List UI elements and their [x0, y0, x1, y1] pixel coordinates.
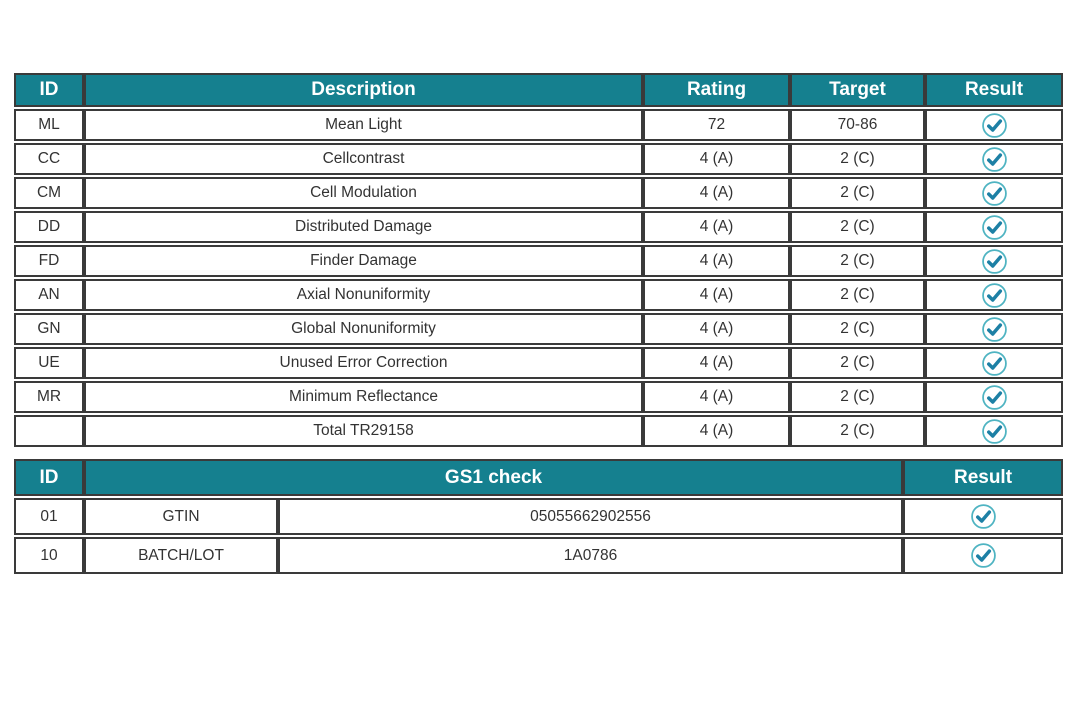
- check-circle-icon: [981, 350, 1007, 376]
- verification-header-row: ID Description Rating Target Result: [14, 73, 1063, 107]
- check-circle-icon: [981, 418, 1007, 444]
- cell-target: 2 (C): [790, 245, 925, 277]
- cell-rating: 4 (A): [643, 211, 790, 243]
- cell-result: [903, 537, 1064, 574]
- cell-id: MR: [14, 381, 84, 413]
- check-circle-icon: [981, 384, 1007, 410]
- header-result: Result: [903, 459, 1064, 496]
- check-circle-icon: [981, 146, 1007, 172]
- verification-table: ID Description Rating Target Result ML M…: [14, 71, 1063, 449]
- check-circle-icon: [981, 248, 1007, 274]
- table-row: AN Axial Nonuniformity 4 (A) 2 (C): [14, 279, 1063, 311]
- table-row: ML Mean Light 72 70-86: [14, 109, 1063, 141]
- check-circle-icon: [981, 316, 1007, 342]
- cell-description: Distributed Damage: [84, 211, 643, 243]
- table-row: MR Minimum Reflectance 4 (A) 2 (C): [14, 381, 1063, 413]
- cell-description: Axial Nonuniformity: [84, 279, 643, 311]
- table-row: 01 GTIN 05055662902556: [14, 498, 1064, 535]
- cell-id: 10: [14, 537, 84, 574]
- table-row: CM Cell Modulation 4 (A) 2 (C): [14, 177, 1063, 209]
- cell-result: [925, 313, 1063, 345]
- cell-rating: 4 (A): [643, 245, 790, 277]
- cell-value: 1A0786: [278, 537, 904, 574]
- cell-id: FD: [14, 245, 84, 277]
- gs1-check-table: ID GS1 check Result 01 GTIN 050556629025…: [14, 457, 1064, 576]
- cell-target: 2 (C): [790, 143, 925, 175]
- table-row: DD Distributed Damage 4 (A) 2 (C): [14, 211, 1063, 243]
- header-gs1-check: GS1 check: [84, 459, 904, 496]
- cell-id: GN: [14, 313, 84, 345]
- cell-target: 2 (C): [790, 381, 925, 413]
- cell-id: AN: [14, 279, 84, 311]
- header-result: Result: [925, 73, 1063, 107]
- check-circle-icon: [981, 112, 1007, 138]
- cell-result: [925, 109, 1063, 141]
- cell-description: Mean Light: [84, 109, 643, 141]
- cell-description: Minimum Reflectance: [84, 381, 643, 413]
- cell-value: 05055662902556: [278, 498, 904, 535]
- header-rating: Rating: [643, 73, 790, 107]
- table-row: GN Global Nonuniformity 4 (A) 2 (C): [14, 313, 1063, 345]
- cell-rating: 4 (A): [643, 177, 790, 209]
- cell-result: [925, 415, 1063, 447]
- cell-target: 2 (C): [790, 415, 925, 447]
- cell-description: Total TR29158: [84, 415, 643, 447]
- cell-description: Finder Damage: [84, 245, 643, 277]
- header-id: ID: [14, 73, 84, 107]
- cell-description: Unused Error Correction: [84, 347, 643, 379]
- table-row: CC Cellcontrast 4 (A) 2 (C): [14, 143, 1063, 175]
- cell-target: 2 (C): [790, 347, 925, 379]
- check-circle-icon: [970, 543, 996, 568]
- cell-result: [925, 245, 1063, 277]
- cell-target: 70-86: [790, 109, 925, 141]
- cell-id: [14, 415, 84, 447]
- cell-result: [903, 498, 1064, 535]
- cell-rating: 4 (A): [643, 381, 790, 413]
- table-row: 10 BATCH/LOT 1A0786: [14, 537, 1064, 574]
- cell-id: CC: [14, 143, 84, 175]
- header-description: Description: [84, 73, 643, 107]
- cell-result: [925, 177, 1063, 209]
- cell-target: 2 (C): [790, 279, 925, 311]
- header-id: ID: [14, 459, 84, 496]
- check-circle-icon: [981, 282, 1007, 308]
- cell-target: 2 (C): [790, 177, 925, 209]
- cell-field: GTIN: [84, 498, 278, 535]
- cell-id: UE: [14, 347, 84, 379]
- cell-field: BATCH/LOT: [84, 537, 278, 574]
- cell-description: Cellcontrast: [84, 143, 643, 175]
- cell-rating: 4 (A): [643, 143, 790, 175]
- cell-id: ML: [14, 109, 84, 141]
- check-circle-icon: [981, 180, 1007, 206]
- cell-rating: 4 (A): [643, 279, 790, 311]
- cell-id: DD: [14, 211, 84, 243]
- cell-rating: 72: [643, 109, 790, 141]
- table-row: UE Unused Error Correction 4 (A) 2 (C): [14, 347, 1063, 379]
- cell-result: [925, 279, 1063, 311]
- table-row-total: Total TR29158 4 (A) 2 (C): [14, 415, 1063, 447]
- cell-result: [925, 381, 1063, 413]
- cell-rating: 4 (A): [643, 313, 790, 345]
- cell-description: Cell Modulation: [84, 177, 643, 209]
- cell-result: [925, 347, 1063, 379]
- cell-description: Global Nonuniformity: [84, 313, 643, 345]
- cell-id: 01: [14, 498, 84, 535]
- check-circle-icon: [970, 504, 996, 529]
- header-target: Target: [790, 73, 925, 107]
- cell-rating: 4 (A): [643, 415, 790, 447]
- verification-report: ID Description Rating Target Result ML M…: [14, 71, 1064, 576]
- cell-target: 2 (C): [790, 313, 925, 345]
- table-row: FD Finder Damage 4 (A) 2 (C): [14, 245, 1063, 277]
- cell-id: CM: [14, 177, 84, 209]
- check-circle-icon: [981, 214, 1007, 240]
- cell-result: [925, 211, 1063, 243]
- cell-result: [925, 143, 1063, 175]
- gs1-header-row: ID GS1 check Result: [14, 459, 1064, 496]
- cell-target: 2 (C): [790, 211, 925, 243]
- cell-rating: 4 (A): [643, 347, 790, 379]
